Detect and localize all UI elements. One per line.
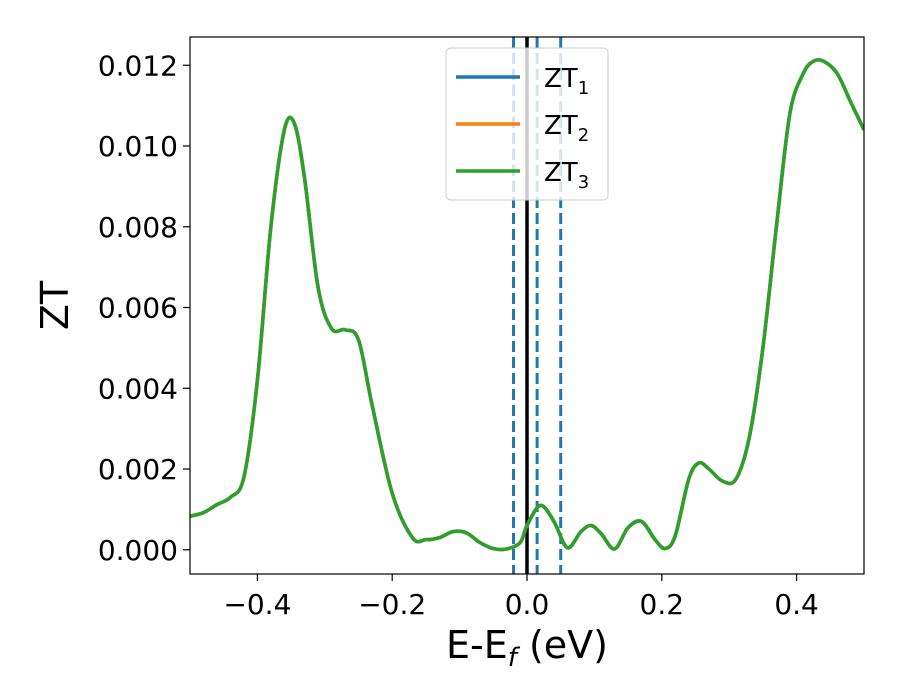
legend-label-3: ZT3 [544,158,589,193]
y-tick-label: 0.000 [98,534,178,567]
series-lines [190,57,864,552]
x-axis-title: E-Ef (eV) [446,623,608,673]
y-tick-label: 0.004 [98,372,178,405]
x-tick-label: 0.2 [640,588,685,621]
y-tick-label: 0.006 [98,292,178,325]
legend: ZT1 ZT2 ZT3 [445,47,609,201]
y-axis-title: ZT [33,280,77,330]
axes: −0.4 −0.2 0.0 0.2 0.4 0.000 0.002 0.004 0.006 0.0… [98,36,865,621]
series-line-3 [190,57,864,552]
x-tick-label: −0.2 [358,588,426,621]
legend-box [445,47,609,201]
y-tick-label: 0.008 [98,211,178,244]
y-tick-label: 0.012 [98,49,178,82]
legend-label-1: ZT1 [544,64,589,99]
x-tick-label: 0.4 [774,588,819,621]
x-tick-label: 0.0 [505,588,550,621]
y-tick-label: 0.002 [98,453,178,486]
x-tick-label: −0.4 [223,588,291,621]
y-tick-label: 0.010 [98,130,178,163]
legend-label-2: ZT2 [544,111,589,146]
